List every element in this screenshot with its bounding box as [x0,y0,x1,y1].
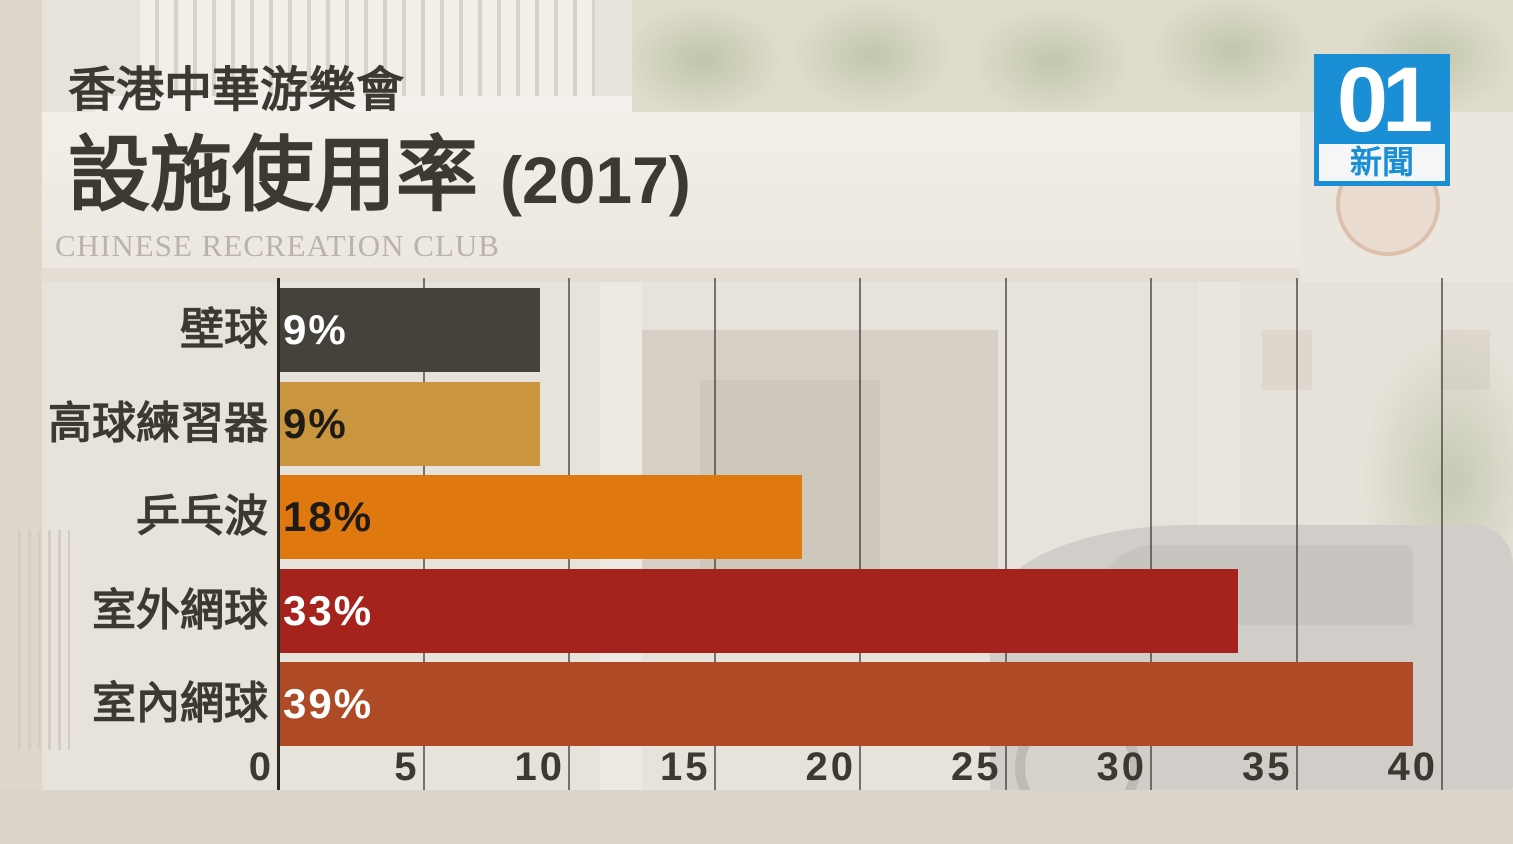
category-label-5: 室內網球 [92,678,268,730]
bar-5 [278,662,1413,747]
photo-balcony-ledge [95,96,640,112]
category-label-4: 室外網球 [92,584,268,636]
photo-ground [0,790,1513,844]
x-tick-label-30: 30 [1096,745,1147,789]
x-tick-label-40: 40 [1387,745,1438,789]
x-tick-label-0: 0 [248,745,274,789]
data-label-1: 9% [283,306,348,353]
x-tick-label-5: 5 [394,745,420,789]
x-tick-label-35: 35 [1242,745,1293,789]
x-axis-zero-line [277,278,280,790]
logo-number: 01 [1336,54,1433,151]
photo-canopy [42,112,1300,272]
photo-balcony-railing [140,0,595,100]
x-tick-label-10: 10 [514,745,565,789]
x-tick-label-25: 25 [951,745,1002,789]
data-label-3: 18% [283,493,374,541]
bar-2 [278,381,540,466]
data-label-4: 33% [283,586,374,634]
bar-1 [278,288,540,372]
data-label-2: 9% [283,399,348,447]
gridline-40 [1441,278,1443,790]
photo-club-sign: CHINESE RECREATION CLUB [55,228,500,263]
bar-4 [278,568,1239,653]
x-tick-label-20: 20 [805,745,856,789]
gridline-25 [1004,278,1007,790]
photo-window [1262,330,1312,390]
category-label-3: 乒乓波 [136,491,268,543]
logo-text: 新聞 [1319,144,1445,181]
category-label-1: 壁球 [180,304,268,355]
chart-title: 設施使用率 (2017) [68,128,691,246]
photo-canopy-underside [42,268,1300,282]
bar-3 [278,475,802,560]
hk01-logo: 01 新聞 [1314,54,1450,186]
gridline-20 [859,278,861,790]
chart-title-year: (2017) [500,143,691,217]
gridline-35 [1295,278,1298,790]
category-label-2: 高球練習器 [48,397,268,449]
photo-fence [18,530,70,750]
chart-title-main: 設施使用率 [68,128,479,223]
x-tick-label-15: 15 [660,745,711,789]
data-label-5: 39% [283,680,374,728]
chart-subtitle: 香港中華游樂會 [68,62,405,118]
gridline-30 [1150,278,1152,790]
